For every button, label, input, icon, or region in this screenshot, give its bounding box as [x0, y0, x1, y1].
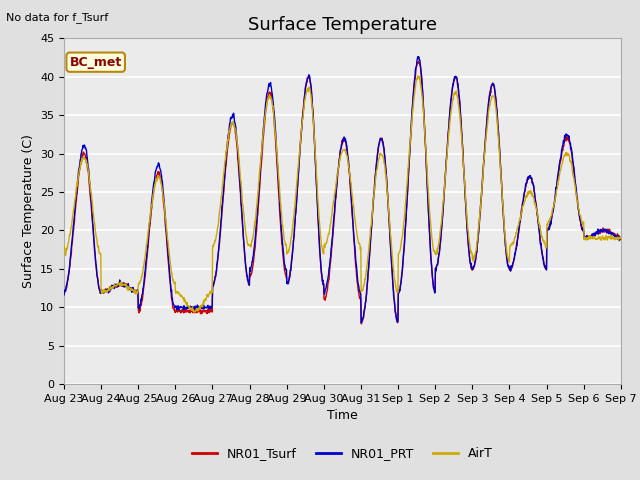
Y-axis label: Surface Temperature (C): Surface Temperature (C)	[22, 134, 35, 288]
Text: No data for f_Tsurf: No data for f_Tsurf	[6, 12, 109, 23]
X-axis label: Time: Time	[327, 409, 358, 422]
Title: Surface Temperature: Surface Temperature	[248, 16, 437, 34]
Legend: NR01_Tsurf, NR01_PRT, AirT: NR01_Tsurf, NR01_PRT, AirT	[187, 442, 498, 465]
Text: BC_met: BC_met	[70, 56, 122, 69]
